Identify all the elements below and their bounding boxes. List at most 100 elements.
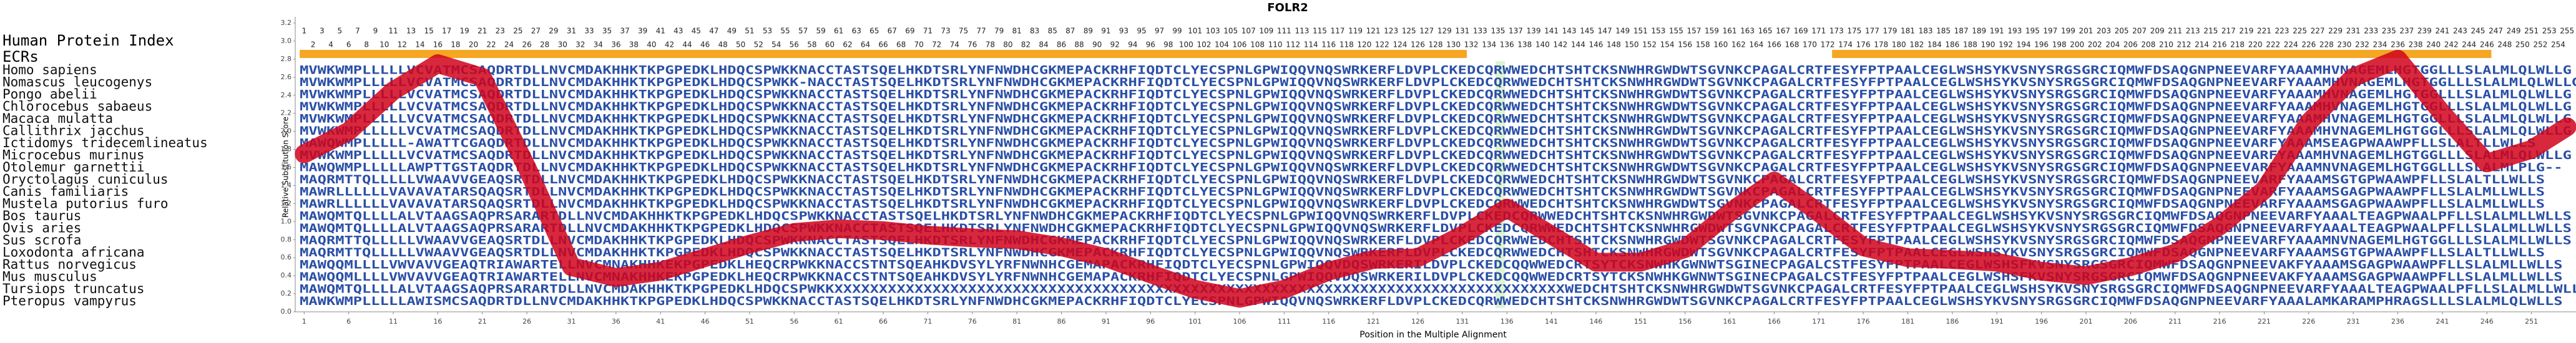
x-tick-label: 196 (2035, 317, 2048, 326)
index-number: 21 (477, 27, 487, 36)
index-number: 72 (932, 41, 941, 49)
x-tick-label: 86 (1057, 317, 1066, 326)
index-number: 196 (2034, 41, 2049, 49)
index-number: 212 (2177, 41, 2192, 49)
index-number: 1 (301, 27, 306, 36)
index-number: 130 (1446, 41, 1461, 49)
index-number: 245 (2471, 27, 2485, 36)
index-number: 149 (1615, 27, 1630, 36)
y-tick-label: 2.8 (281, 55, 292, 63)
x-tick-label: 71 (923, 317, 932, 326)
y-tick-label: 1.0 (281, 217, 292, 225)
index-number: 158 (1696, 41, 1710, 49)
index-number: 117 (1331, 27, 1345, 36)
x-tick-label: 146 (1589, 317, 1602, 326)
index-number: 242 (2444, 41, 2459, 49)
index-number: 151 (1633, 27, 1648, 36)
index-number: 119 (1348, 27, 1363, 36)
index-number: 184 (1927, 41, 1942, 49)
index-number: 124 (1393, 41, 1407, 49)
index-number: 247 (2489, 27, 2503, 36)
index-number: 77 (976, 27, 986, 36)
sequence: MAWQQMLLLLVWVAVVGEAQTRIAWARTELLNVCMNAKHH… (300, 270, 2562, 284)
index-number: 142 (1553, 41, 1567, 49)
ecr-bar (300, 50, 1467, 58)
index-number: 11 (388, 27, 398, 36)
index-number: 222 (2266, 41, 2280, 49)
index-number: 179 (1883, 27, 1897, 36)
index-number: 251 (2524, 27, 2539, 36)
index-number: 107 (1241, 27, 1256, 36)
x-tick-label: 106 (1233, 317, 1246, 326)
index-number: 8 (364, 41, 369, 49)
index-number: 217 (2221, 27, 2236, 36)
index-number: 248 (2497, 41, 2512, 49)
index-number: 9 (373, 27, 378, 36)
index-number: 25 (513, 27, 522, 36)
index-number: 147 (1598, 27, 1612, 36)
index-number: 113 (1295, 27, 1309, 36)
index-number: 69 (905, 27, 914, 36)
index-number: 24 (504, 41, 514, 49)
index-number: 238 (2409, 41, 2423, 49)
index-number: 138 (1517, 41, 1532, 49)
index-number: 129 (1437, 27, 1452, 36)
index-number: 2 (311, 41, 316, 49)
x-tick-label: 111 (1278, 317, 1291, 326)
index-number: 170 (1803, 41, 1817, 49)
index-number: 83 (1030, 27, 1039, 36)
index-number: 118 (1339, 41, 1354, 49)
x-tick-label: 166 (1768, 317, 1781, 326)
index-number: 153 (1651, 27, 1665, 36)
x-tick-label: 16 (433, 317, 442, 326)
index-number: 85 (1048, 27, 1057, 36)
index-number: 206 (2123, 41, 2138, 49)
index-number: 139 (1527, 27, 1541, 36)
index-number: 186 (1945, 41, 1959, 49)
sequence: MAWQWMPLLLLLAWPTTGSTAQDRTDLLNVCMDAKHHKTK… (300, 161, 2562, 175)
x-tick-label: 226 (2302, 317, 2315, 326)
x-tick-label: 151 (1634, 317, 1647, 326)
index-number: 211 (2168, 27, 2182, 36)
index-number: 148 (1607, 41, 1621, 49)
index-number: 236 (2391, 41, 2405, 49)
index-number: 221 (2257, 27, 2271, 36)
index-number: 172 (1821, 41, 1835, 49)
index-number: 171 (1811, 27, 1826, 36)
index-number: 7 (355, 27, 360, 36)
index-number: 54 (771, 41, 781, 49)
index-number: 155 (1669, 27, 1683, 36)
index-number: 28 (540, 41, 549, 49)
x-tick-label: 216 (2213, 317, 2226, 326)
index-number: 169 (1794, 27, 1808, 36)
index-number: 52 (754, 41, 763, 49)
index-number: 121 (1366, 27, 1381, 36)
index-number: 154 (1660, 41, 1675, 49)
index-number: 188 (1963, 41, 1977, 49)
index-number: 146 (1589, 41, 1603, 49)
species-name: Pteropus vampyrus (2, 294, 137, 309)
sequence: MAWQWMPLLLLL-AWATTCGAQDRTDLLNVCMDAKHHKTK… (300, 137, 2536, 150)
x-tick-label: 231 (2347, 317, 2360, 326)
index-number: 225 (2293, 27, 2307, 36)
x-tick-label: 186 (1946, 317, 1959, 326)
x-tick-label: 6 (346, 317, 351, 326)
index-number: 41 (656, 27, 665, 36)
y-tick-label: 2.6 (281, 73, 292, 81)
index-number: 4 (328, 41, 333, 49)
x-tick-label: 121 (1367, 317, 1380, 326)
sequence: MVWKWMPLLLLLVCVATMCSAQDRTDLLNVCMDAKHHKTK… (300, 100, 2572, 114)
index-number: 71 (923, 27, 933, 36)
index-number: 79 (994, 27, 1004, 36)
x-tick-label: 66 (879, 317, 888, 326)
index-number: 167 (1776, 27, 1790, 36)
index-number: 34 (594, 41, 603, 49)
index-number: 26 (522, 41, 531, 49)
index-number: 84 (1039, 41, 1048, 49)
score-curve (295, 49, 2576, 308)
index-number: 44 (682, 41, 692, 49)
index-number: 173 (1829, 27, 1844, 36)
index-number: 76 (967, 41, 977, 49)
index-number: 74 (950, 41, 959, 49)
index-number: 46 (700, 41, 710, 49)
